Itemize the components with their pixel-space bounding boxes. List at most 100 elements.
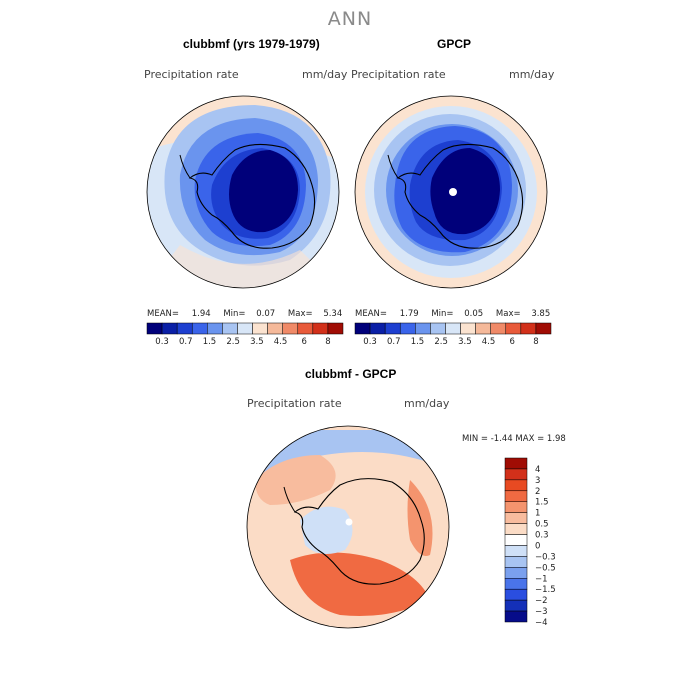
map-fill-red-south [290, 552, 430, 616]
diff-panel-title: clubbmf - GPCP [305, 367, 397, 381]
colorbar-swatch [504, 501, 528, 513]
obs-mean-label: MEAN= [355, 309, 387, 319]
colorbar-swatch [354, 322, 371, 335]
obs-mean-value: 1.79 [399, 309, 419, 319]
colorbar-tick-label: −2 [535, 596, 548, 606]
colorbar-tick-label: 4.5 [274, 337, 288, 347]
diff-stats: MIN = -1.44 MAX = 1.98 [462, 434, 566, 444]
colorbar-swatch [384, 322, 401, 335]
colorbar-swatch [504, 534, 528, 546]
model-max-label: Max= [287, 309, 313, 319]
obs-variable-label: Precipitation rate [351, 68, 446, 81]
map-border [146, 95, 340, 289]
colorbar-swatch [176, 322, 193, 335]
colorbar-swatch [504, 545, 528, 557]
map-fill-navy [430, 148, 500, 235]
model-precip-map [146, 95, 340, 289]
map-fill-red-patch [255, 455, 336, 505]
colorbar-swatch [504, 457, 528, 470]
colorbar-swatch [504, 490, 528, 502]
antarctica-coastline [293, 478, 425, 585]
obs-colorbar: 0.3 0.7 1.5 2.5 3.5 4.5 6 8 [354, 322, 552, 347]
pole-missing-data [345, 518, 353, 526]
colorbar-swatch [504, 610, 528, 623]
obs-precip-map [354, 95, 548, 289]
colorbar-swatch [504, 599, 528, 612]
figure-title: ANN [327, 8, 373, 30]
colorbar-swatch [369, 322, 386, 335]
colorbar-tick-label: 4 [535, 465, 540, 475]
map-border [246, 425, 450, 629]
model-max-value: 5.34 [323, 309, 343, 319]
colorbar-tick-label: 1.5 [411, 337, 425, 347]
colorbar-swatch [504, 567, 528, 579]
model-panel-title: clubbmf (yrs 1979-1979) [183, 37, 320, 51]
colorbar-tick-label: 0.5 [535, 520, 549, 530]
colorbar-tick-label: 2.5 [434, 337, 448, 347]
model-min-label: Min= [223, 309, 246, 319]
colorbar-swatch [327, 322, 344, 335]
model-colorbar: 0.3 0.7 1.5 2.5 3.5 4.5 6 8 [146, 322, 344, 347]
colorbar-tick-label: 1.5 [203, 337, 217, 347]
obs-max-label: Max= [495, 309, 521, 319]
pole-missing-data [449, 188, 457, 196]
colorbar-tick-label: −0.3 [535, 552, 556, 562]
map-border [354, 95, 548, 289]
colorbar-swatch [504, 468, 528, 481]
colorbar-tick-label: 1 [535, 509, 540, 519]
colorbar-tick-label: 8 [325, 337, 330, 347]
colorbar-tick-label: 0.7 [387, 337, 401, 347]
colorbar-swatch [505, 322, 522, 335]
colorbar-tick-label: 6 [510, 337, 515, 347]
colorbar-tick-label: 6 [302, 337, 307, 347]
colorbar-tick-label: 3.5 [458, 337, 472, 347]
colorbar-tick-label: −3 [535, 607, 548, 617]
colorbar-swatch [520, 322, 537, 335]
colorbar-swatch [535, 322, 552, 335]
model-units-label: mm/day [302, 68, 348, 81]
map-fill-blue-north [247, 430, 449, 495]
colorbar-swatch [445, 322, 461, 335]
model-min-value: 0.07 [256, 309, 276, 319]
antarctica-coastline [188, 143, 316, 249]
colorbar-swatch [267, 322, 283, 335]
colorbar-swatch [475, 322, 491, 335]
colorbar-tick-label: 0 [535, 541, 540, 551]
colorbar-swatch [399, 322, 416, 335]
map-fill-navy [229, 150, 298, 233]
colorbar-tick-label: 3 [535, 476, 540, 486]
peninsula-coastline [179, 154, 191, 179]
colorbar-swatch [504, 556, 528, 568]
colorbar-swatch [415, 322, 431, 335]
colorbar-tick-label: 0.3 [535, 531, 549, 541]
model-mean-label: MEAN= [147, 309, 179, 319]
colorbar-swatch [504, 479, 528, 492]
colorbar-tick-label: 2 [535, 487, 540, 497]
colorbar-swatch [297, 322, 314, 335]
diff-variable-label: Precipitation rate [247, 397, 342, 410]
colorbar-tick-label: 0.3 [363, 337, 377, 347]
peninsula-coastline [283, 486, 296, 513]
colorbar-swatch [460, 322, 476, 335]
colorbar-swatch [504, 578, 528, 590]
model-variable-label: Precipitation rate [144, 68, 239, 81]
colorbar-tick-label: −1 [535, 574, 548, 584]
colorbar-swatch [490, 322, 507, 335]
colorbar-tick-label: 0.3 [155, 337, 169, 347]
colorbar-swatch [207, 322, 223, 335]
colorbar-tick-label: 8 [533, 337, 538, 347]
colorbar-swatch [504, 523, 528, 535]
colorbar-swatch [282, 322, 299, 335]
model-mean-value: 1.94 [191, 309, 211, 319]
obs-min-label: Min= [431, 309, 454, 319]
map-fill-blue-interior [300, 506, 353, 554]
colorbar-tick-label: 3.5 [250, 337, 264, 347]
peninsula-coastline [387, 154, 399, 179]
colorbar-swatch [504, 588, 528, 601]
antarctica-coastline [396, 143, 524, 249]
obs-stats: MEAN= 1.79 Min= 0.05 Max= 3.85 [355, 309, 550, 319]
colorbar-swatch [161, 322, 178, 335]
colorbar-tick-label: 1.5 [535, 498, 549, 508]
colorbar-tick-label: −1.5 [535, 585, 556, 595]
